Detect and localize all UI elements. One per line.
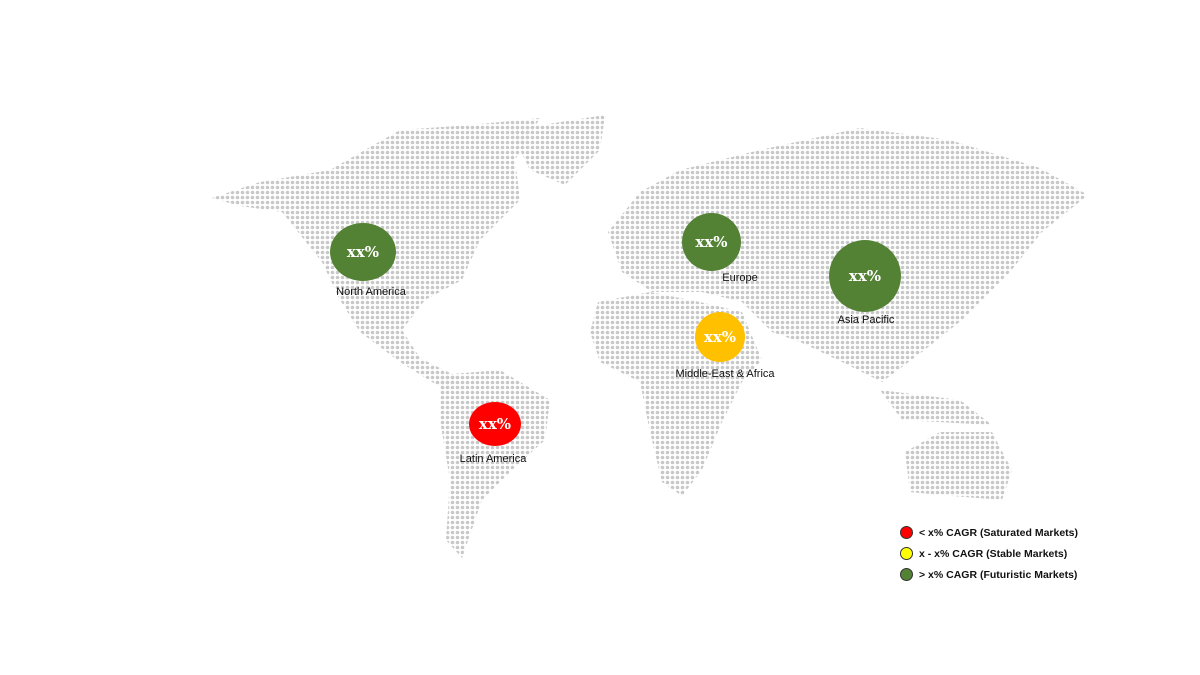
yellow-dot-icon [900, 547, 913, 560]
red-dot-icon [900, 526, 913, 539]
continent-indonesia [880, 390, 992, 425]
continent-south-america [440, 370, 550, 558]
region-label-europe: Europe [722, 272, 758, 284]
region-bubble-north-america: xx% [330, 223, 396, 281]
continent-australia [905, 432, 1012, 500]
legend-label: > x% CAGR (Futuristic Markets) [919, 568, 1078, 581]
region-bubble-latin-america: xx% [469, 402, 521, 446]
legend-label: x - x% CAGR (Stable Markets) [919, 547, 1068, 560]
region-label-asia-pacific: Asia Pacific [837, 314, 895, 326]
legend-item-saturated: < x% CAGR (Saturated Markets) [900, 522, 1078, 543]
region-label-middle-east-africa: Middle-East & Africa [675, 368, 775, 380]
region-bubble-europe: xx% [682, 213, 741, 271]
region-label-latin-america: Latin America [459, 453, 527, 465]
legend-label: < x% CAGR (Saturated Markets) [919, 526, 1079, 539]
legend-item-stable: x - x% CAGR (Stable Markets) [900, 543, 1078, 564]
region-bubble-middle-east-africa: xx% [695, 312, 745, 362]
legend: < x% CAGR (Saturated Markets) x - x% CAG… [900, 522, 1078, 585]
green-dot-icon [900, 568, 913, 581]
region-bubble-asia-pacific: xx% [829, 240, 901, 312]
region-label-north-america: North America [336, 286, 406, 298]
legend-item-futuristic: > x% CAGR (Futuristic Markets) [900, 564, 1078, 585]
continent-greenland [510, 115, 605, 185]
